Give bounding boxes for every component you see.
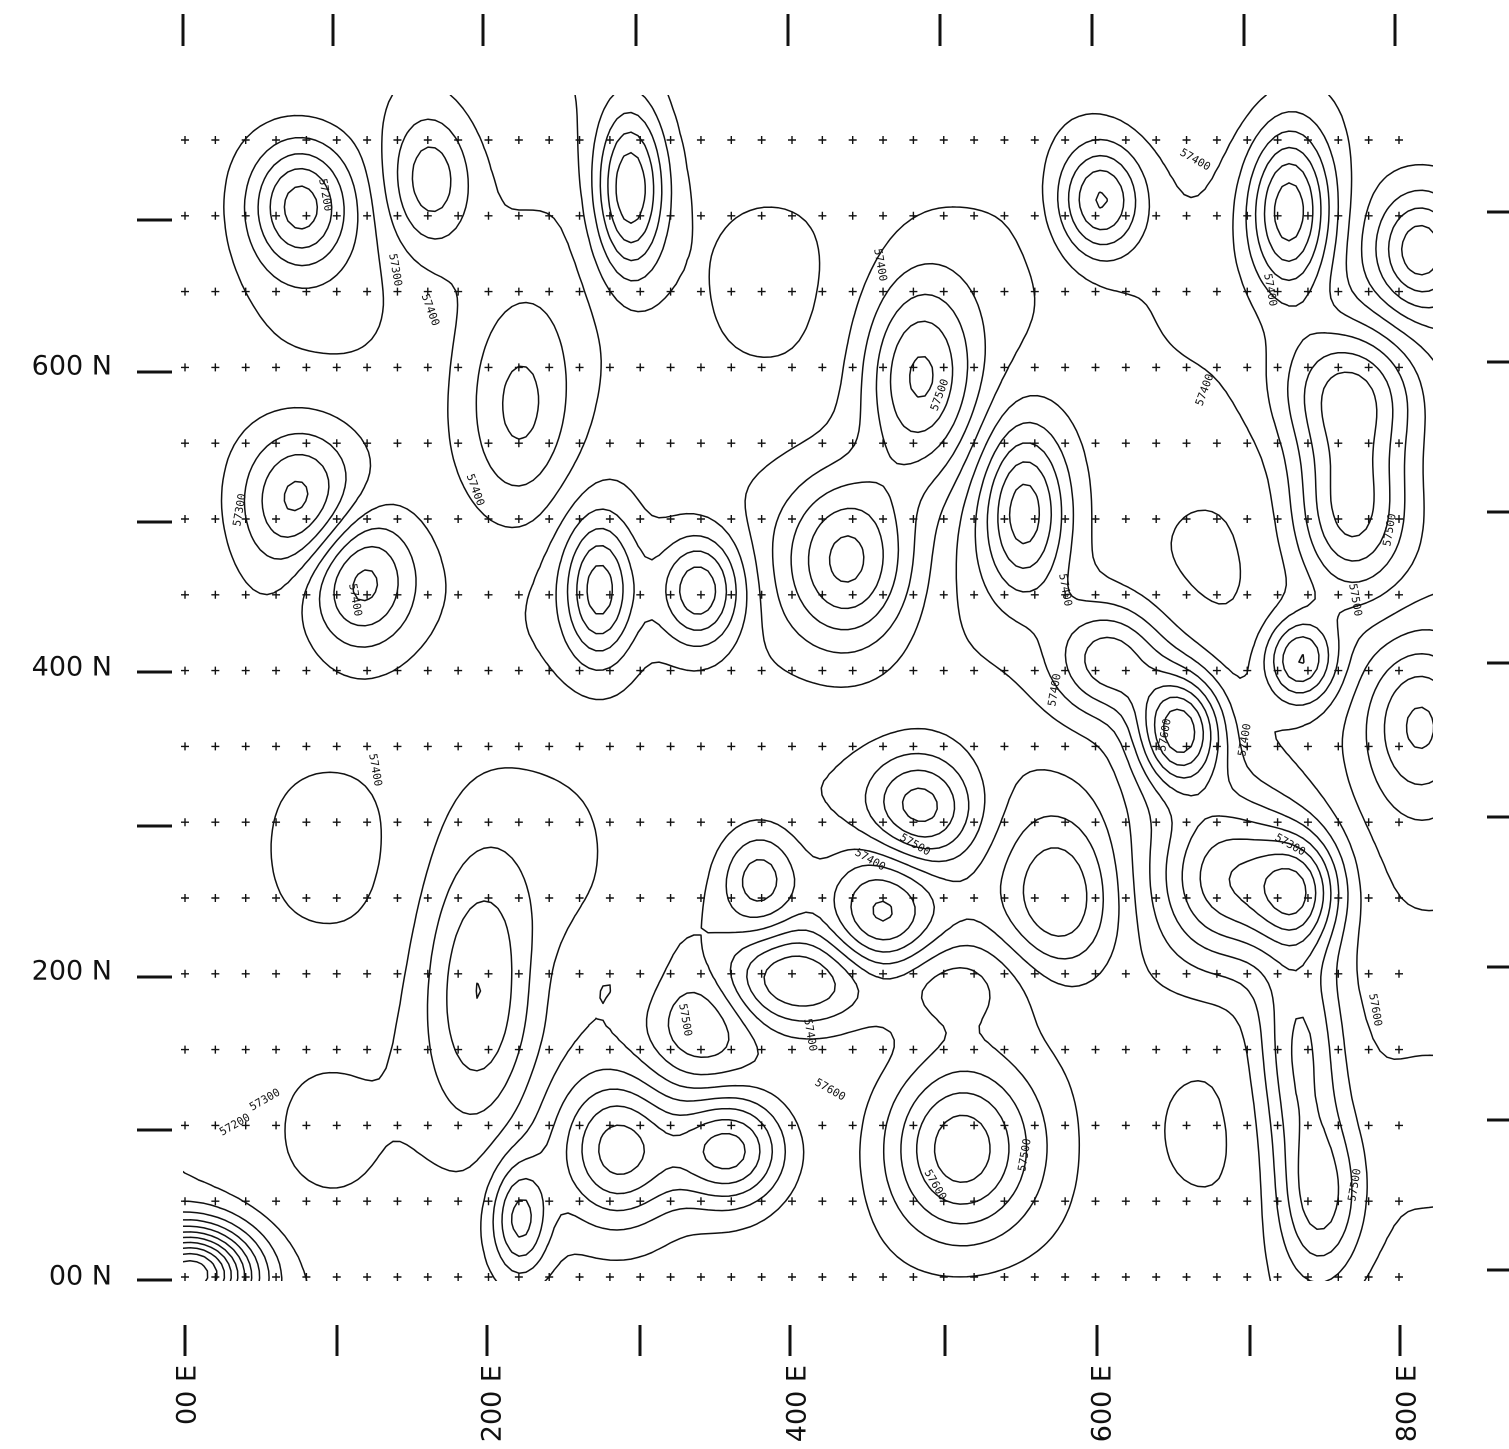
contour-label: 57400 xyxy=(346,582,365,617)
y-axis-label: 400 N xyxy=(32,652,112,683)
x-axis-label: 800 E xyxy=(1392,1365,1423,1442)
contour-label: 57400 xyxy=(853,846,888,874)
x-axis-label: 00 E xyxy=(172,1365,203,1425)
x-axis-label: 600 E xyxy=(1087,1365,1118,1442)
tick-marks xyxy=(137,14,1509,1356)
contour-label: 57400 xyxy=(1235,722,1254,757)
contour-label: 57400 xyxy=(1045,672,1064,707)
y-axis-label: 200 N xyxy=(32,956,112,987)
contour-label: 57500 xyxy=(1346,582,1365,617)
contour-label: 57400 xyxy=(1261,272,1280,307)
contour-label: 57500 xyxy=(1015,1137,1034,1172)
contour-label: 57400 xyxy=(419,292,443,328)
contour-label: 57400 xyxy=(1056,572,1075,607)
x-axis-label: 400 E xyxy=(782,1365,813,1442)
contour-label: 57500 xyxy=(1380,512,1399,547)
contour-label: 57400 xyxy=(1178,146,1213,174)
contour-label: 57200 xyxy=(316,177,335,212)
contour-label: 57300 xyxy=(386,252,405,287)
contour-label: 57600 xyxy=(1366,992,1385,1027)
contour-label: 57400 xyxy=(464,472,488,508)
contour-label: 57400 xyxy=(871,247,890,282)
y-axis-label: 600 N xyxy=(32,351,112,382)
contour-label: 57200 xyxy=(217,1111,252,1139)
contour-label: 57500 xyxy=(928,377,952,413)
station-marks xyxy=(181,136,1403,1281)
x-axis-label: 200 E xyxy=(477,1365,508,1442)
contour-label: 57500 xyxy=(1345,1167,1364,1202)
contour-label: 57600 xyxy=(1155,717,1174,752)
contour xyxy=(183,95,1433,1281)
contour-lines xyxy=(183,95,1433,1281)
contour-label: 57500 xyxy=(676,1002,695,1037)
contour-label: 57400 xyxy=(366,752,385,787)
station-grid xyxy=(181,136,1403,1281)
contour-label: 57300 xyxy=(230,492,249,527)
contour-label: 57400 xyxy=(1193,372,1217,408)
y-axis-label: 00 N xyxy=(49,1261,112,1292)
contour-label: 57600 xyxy=(813,1076,848,1104)
contour-label: 57300 xyxy=(247,1086,282,1114)
contour-label: 57600 xyxy=(922,1167,950,1202)
contour-label: 57400 xyxy=(801,1017,820,1052)
